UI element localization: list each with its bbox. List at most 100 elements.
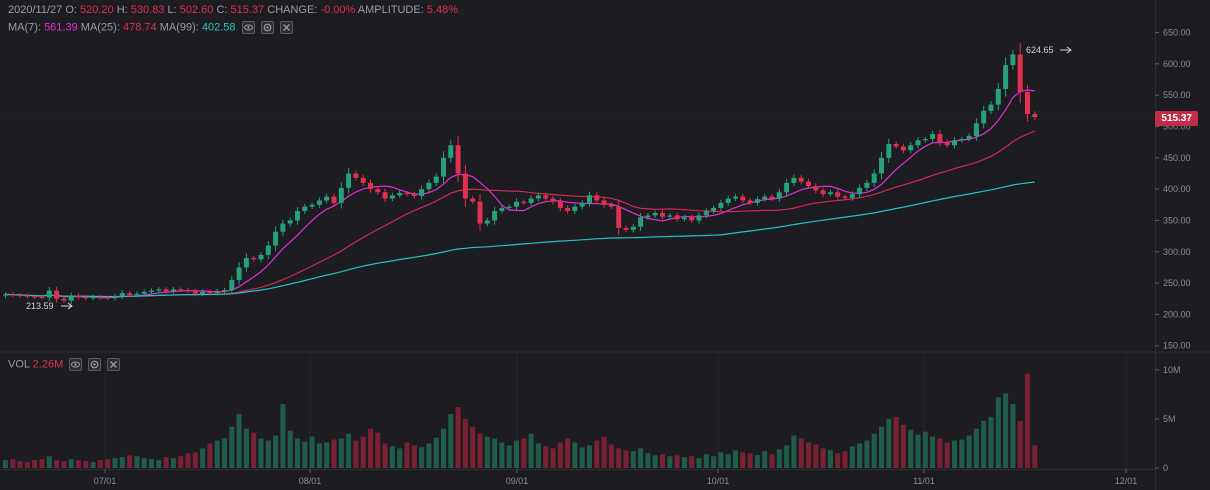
- candle-body: [192, 291, 198, 294]
- volume-label: VOL: [8, 358, 30, 371]
- close-icon[interactable]: [279, 21, 293, 34]
- candle-body: [521, 201, 527, 203]
- candle-body: [754, 199, 760, 203]
- volume-bar: [353, 440, 359, 468]
- candle-body: [375, 189, 381, 193]
- candle-body: [937, 134, 943, 143]
- volume-bar: [200, 448, 206, 468]
- candle-body: [302, 206, 308, 212]
- candle-body: [1010, 54, 1016, 66]
- candle-body: [827, 192, 833, 195]
- candle-body: [1003, 65, 1009, 89]
- candle-body: [1017, 54, 1023, 93]
- candle-body: [24, 295, 30, 297]
- candle-body: [681, 217, 687, 220]
- candle-body: [441, 157, 446, 177]
- eye-icon[interactable]: [69, 358, 83, 371]
- candle-body: [952, 140, 957, 146]
- volume-bar: [222, 438, 227, 468]
- volume-bar: [1010, 404, 1016, 468]
- candle-body: [470, 198, 476, 202]
- candle-body: [820, 190, 826, 195]
- candle-body: [616, 206, 622, 228]
- candle-body: [316, 200, 322, 205]
- candle-body: [857, 187, 863, 195]
- volume-bar: [973, 428, 979, 468]
- candle-body: [696, 215, 702, 221]
- x-tick-label: 10/01: [707, 476, 730, 486]
- candle-body: [127, 293, 133, 295]
- volume-bar: [492, 438, 498, 468]
- candle-body: [711, 207, 717, 212]
- candle-body: [141, 291, 147, 294]
- volume-bar: [404, 442, 410, 468]
- volume-bar: [857, 443, 863, 468]
- candle-body: [419, 189, 425, 197]
- close-icon[interactable]: [107, 358, 121, 371]
- candle-body: [930, 134, 936, 140]
- y-tick-label: 400.00: [1163, 184, 1191, 194]
- volume-bar: [419, 447, 425, 468]
- candle-body: [280, 223, 286, 232]
- volume-bar: [871, 433, 877, 468]
- candle-body: [784, 182, 790, 193]
- volume-bar: [470, 426, 476, 468]
- candle-body: [747, 200, 753, 203]
- candle-body: [54, 290, 60, 299]
- volume-bar: [674, 455, 680, 468]
- candle-body: [258, 254, 264, 260]
- volume-bar: [630, 451, 636, 468]
- low-label: L:: [167, 4, 177, 16]
- open-value: 520.20: [80, 4, 114, 16]
- volume-bar: [280, 404, 286, 468]
- volume-bar: [3, 460, 8, 468]
- eye-icon[interactable]: [241, 21, 255, 34]
- volume-bar: [17, 461, 23, 468]
- volume-legend: VOL 2.26M: [8, 358, 121, 371]
- volume-bar: [10, 459, 16, 468]
- volume-bar: [163, 457, 169, 468]
- candle-body: [762, 196, 768, 200]
- candle-body: [900, 146, 906, 151]
- candle-body: [608, 204, 614, 207]
- volume-bar: [24, 462, 30, 468]
- candle-body: [915, 140, 921, 146]
- volume-bar: [908, 429, 914, 468]
- ma25-value: 478.74: [122, 21, 157, 34]
- candle-body: [864, 182, 870, 188]
- x-tick-label: 12/01: [1115, 476, 1138, 486]
- candle-body: [514, 201, 519, 207]
- settings-icon[interactable]: [260, 21, 274, 34]
- candle-body: [170, 289, 176, 292]
- candle-body: [455, 145, 461, 174]
- volume-bar: [930, 436, 936, 468]
- volume-bar: [316, 443, 322, 468]
- candle-body: [660, 212, 665, 217]
- volume-bar: [769, 454, 775, 468]
- volume-bar: [382, 443, 388, 468]
- volume-bar: [835, 453, 841, 468]
- volume-bar: [207, 443, 213, 468]
- candle-body: [462, 173, 468, 199]
- volume-bar: [543, 446, 549, 468]
- candle-body: [966, 135, 972, 140]
- volume-bar: [900, 424, 906, 468]
- volume-bar: [375, 432, 381, 468]
- candle-body: [119, 293, 125, 297]
- x-tick-label: 11/01: [913, 476, 935, 486]
- ma-legend: MA(7): 561.39 MA(25): 478.74 MA(99): 402…: [8, 21, 293, 34]
- high-annotation: 624.65: [1026, 45, 1054, 55]
- volume-bar: [1003, 393, 1009, 468]
- volume-bar: [616, 448, 622, 468]
- volume-bar: [105, 459, 111, 468]
- candle-body: [324, 196, 330, 201]
- settings-icon[interactable]: [88, 358, 102, 371]
- last-price-tag: 515.37: [1155, 111, 1198, 126]
- candlestick-series: [3, 43, 1038, 304]
- volume-bar: [76, 460, 81, 468]
- volume-bar: [535, 443, 541, 468]
- candle-body: [667, 215, 673, 217]
- candle-date: 2020/11/27: [8, 4, 63, 16]
- candle-body: [222, 289, 227, 292]
